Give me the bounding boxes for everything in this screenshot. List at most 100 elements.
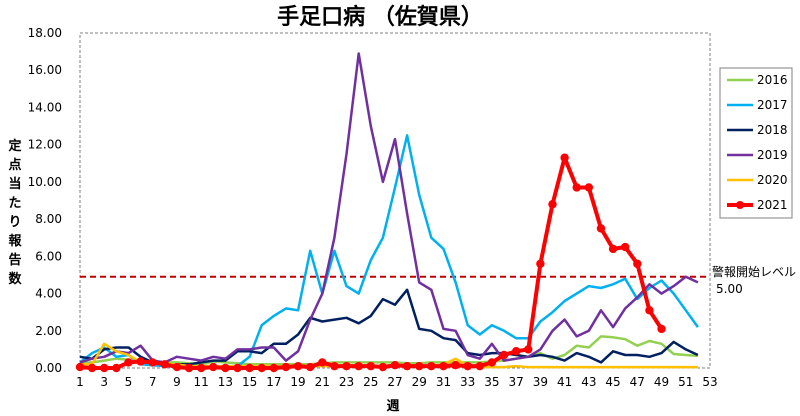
data-point-2021	[548, 200, 557, 209]
y-tick-label: 6.00	[35, 249, 62, 263]
data-point-2021	[221, 363, 230, 373]
data-point-2021	[354, 361, 363, 371]
data-point-2021	[427, 361, 436, 371]
data-point-2021	[439, 361, 448, 371]
x-tick-label: 39	[533, 375, 548, 389]
x-tick-label: 35	[484, 375, 499, 389]
alert-level-value: 5.00	[716, 282, 743, 296]
x-tick-label: 9	[173, 375, 181, 389]
x-tick-label: 47	[630, 375, 645, 389]
data-point-2021	[536, 259, 545, 268]
data-point-2021	[148, 358, 157, 367]
data-point-2021	[245, 363, 254, 373]
data-point-2021	[463, 361, 472, 371]
y-tick-label: 0.00	[35, 361, 62, 375]
data-point-2021	[402, 361, 412, 371]
data-point-2021	[136, 357, 145, 366]
series-line-2017	[79, 134, 699, 368]
x-tick-label: 37	[509, 375, 524, 389]
data-point-2021	[620, 242, 630, 252]
legend-label-2016: 2016	[757, 73, 788, 87]
data-point-2021	[451, 361, 460, 370]
y-tick-label: 2.00	[35, 324, 62, 338]
data-point-2021	[560, 153, 569, 162]
data-point-2021	[366, 361, 375, 371]
data-point-2021	[487, 358, 497, 367]
data-point-2021	[112, 363, 121, 373]
data-point-2021	[657, 324, 666, 334]
x-tick-label: 5	[125, 375, 133, 389]
x-tick-label: 25	[363, 375, 378, 389]
series-line-2016	[79, 335, 698, 366]
chart-title: 手足口病 （佐賀県）	[277, 4, 483, 30]
legend-label-2017: 2017	[757, 98, 788, 112]
x-tick-label: 43	[581, 375, 596, 389]
x-tick-label: 11	[194, 375, 209, 389]
data-point-2021	[124, 358, 133, 367]
data-point-2021	[318, 358, 327, 367]
y-axis-label: 定点当たり報告数	[7, 138, 22, 287]
data-point-2021	[584, 183, 594, 192]
x-tick-label: 3	[100, 375, 108, 389]
y-tick-label: 14.00	[28, 100, 62, 114]
x-tick-label: 41	[557, 375, 572, 389]
data-point-2021	[160, 360, 170, 369]
x-axis-ticks: 1 3 5 7 9 11 13 15 17 19 21 23 25 27 29 31 33 35 37 39 41 43 4…	[76, 375, 717, 389]
data-point-2021	[475, 361, 485, 371]
y-tick-label: 10.00	[28, 175, 62, 189]
x-tick-label: 51	[678, 375, 693, 389]
data-point-2021	[390, 361, 400, 370]
data-point-2021	[608, 244, 618, 254]
legend-label-2020: 2020	[757, 173, 788, 187]
legend-label-2019: 2019	[757, 148, 788, 162]
data-point-2021	[511, 347, 521, 356]
data-point-2021	[87, 363, 97, 373]
data-point-2021	[633, 259, 642, 268]
x-tick-label: 49	[654, 375, 669, 389]
data-point-2021	[196, 363, 206, 373]
data-point-2021	[524, 345, 533, 354]
data-point-2021	[172, 362, 182, 372]
x-tick-label: 45	[605, 375, 620, 389]
data-point-2021	[499, 350, 509, 360]
y-axis-ticks: 0.00 2.00 4.00 6.00 8.00 10.00 12.00 14.00 16.00…	[28, 26, 62, 375]
data-point-2021	[281, 362, 291, 372]
data-point-2021	[415, 361, 424, 371]
alert-level-label: 警報開始レベル	[712, 264, 796, 279]
series-line-2018	[79, 288, 699, 366]
plot-area	[79, 32, 711, 369]
data-point-2021	[378, 362, 388, 372]
x-tick-label: 33	[460, 375, 475, 389]
data-point-2021	[342, 361, 351, 371]
data-point-2021	[75, 362, 85, 372]
x-tick-label: 27	[387, 375, 402, 389]
data-point-2021	[572, 183, 581, 192]
x-axis-label: 週	[386, 399, 399, 414]
series-line-2019	[79, 52, 699, 364]
legend: 2016 2017 2018 2019 2020 2021	[727, 73, 788, 212]
legend-label-2018: 2018	[757, 123, 788, 137]
data-point-2021	[305, 362, 315, 372]
data-point-2021	[596, 224, 606, 233]
data-point-2021	[233, 363, 242, 373]
x-tick-label: 1	[76, 375, 84, 389]
y-tick-label: 16.00	[28, 63, 62, 77]
x-tick-label: 15	[242, 375, 257, 389]
data-point-2021	[100, 363, 109, 373]
x-tick-label: 17	[266, 375, 281, 389]
legend-marker-2021	[736, 201, 744, 209]
x-tick-label: 21	[315, 375, 330, 389]
data-point-2021	[645, 306, 654, 315]
x-tick-label: 29	[412, 375, 427, 389]
legend-label-2021: 2021	[757, 198, 788, 212]
x-tick-label: 53	[702, 375, 717, 389]
y-tick-label: 8.00	[35, 212, 62, 226]
data-point-2021	[257, 363, 266, 373]
x-tick-label: 19	[290, 375, 305, 389]
data-point-2021	[293, 361, 303, 371]
data-point-2021	[330, 361, 339, 371]
data-point-2021	[184, 363, 194, 373]
x-tick-label: 31	[436, 375, 451, 389]
data-point-2021	[209, 362, 218, 372]
